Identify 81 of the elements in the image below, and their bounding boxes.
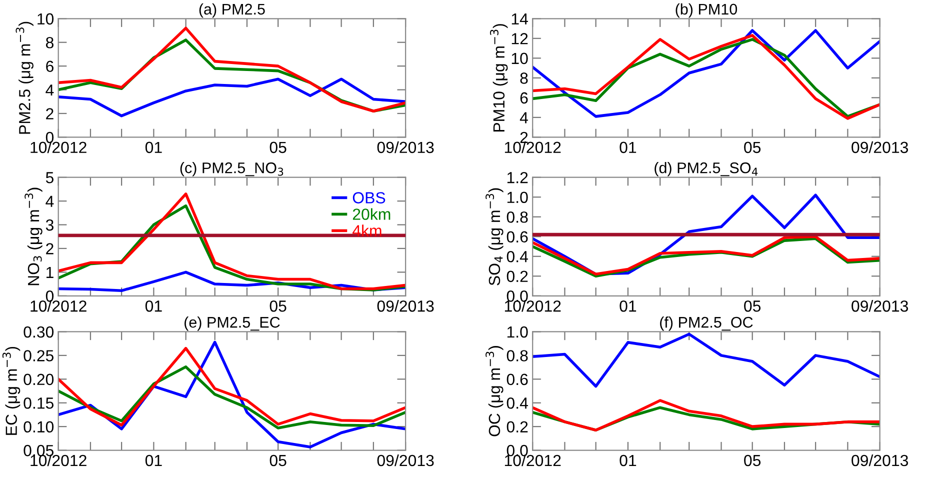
y-tick-label: 0 [46, 132, 54, 144]
y-tick-label: 0.4 [506, 397, 528, 409]
x-tick-label: 10/2012 [504, 454, 561, 466]
y-axis-title: OC (μg m$^{−3}$) [486, 346, 504, 436]
y-tick-label: 0.2 [506, 270, 528, 282]
x-tick-label: 05 [744, 300, 761, 312]
x-tick-label: 10/2012 [504, 141, 561, 154]
y-tick-label: 0.0 [506, 290, 528, 302]
chart-title: (a) PM2.5 [199, 3, 265, 18]
y-tick-label: 6 [520, 92, 528, 104]
y-tick-label: 2 [46, 108, 54, 120]
y-tick-label: 0.05 [24, 444, 54, 456]
y-tick-label: 4 [520, 112, 528, 124]
y-tick-label: 10 [38, 13, 54, 25]
y-tick-label: 0.6 [506, 231, 528, 243]
y-tick-label: 2 [46, 243, 54, 254]
y-tick-label: 10 [512, 52, 528, 64]
chart-title: (c) PM2.5_NO$_{3}$ [180, 162, 284, 176]
x-tick-label: 01 [620, 454, 636, 466]
y-tick-label: 3 [46, 219, 54, 231]
y-tick-label: 0.4 [506, 251, 528, 262]
chart-title: (b) PM10 [676, 3, 738, 18]
y-tick-label: 2 [520, 132, 528, 143]
line-series [58, 365, 406, 430]
y-tick-label: 8 [46, 36, 54, 48]
x-tick-label: 05 [744, 142, 761, 154]
y-tick-label: 4 [46, 196, 54, 207]
y-tick-label: 0.30 [24, 326, 54, 338]
y-tick-label: 1.0 [507, 326, 528, 338]
x-tick-label: 10/2012 [30, 141, 86, 154]
y-axis-title: SO$_{4}$ (μg m$^{−3}$) [486, 188, 504, 286]
x-tick-label: 05 [270, 454, 286, 466]
y-tick-label: 0.0 [506, 444, 528, 456]
y-tick-label: 0 [46, 290, 54, 302]
y-tick-label: 4 [46, 84, 54, 96]
x-tick-label: 09/2013 [852, 300, 908, 312]
y-axis-title: EC (μg m$^{−3}$) [2, 346, 20, 435]
y-tick-label: 0.6 [506, 374, 528, 386]
line-series [58, 78, 406, 118]
x-tick-label: 01 [145, 142, 162, 154]
legend-label: 20km [352, 208, 390, 220]
y-tick-label: 5 [46, 172, 54, 184]
y-tick-label: 0.8 [506, 350, 528, 362]
legend-label: 4km [352, 224, 382, 236]
x-tick-label: 09/2013 [852, 141, 908, 154]
x-tick-label: 01 [145, 300, 162, 312]
x-tick-label: 10/2012 [504, 300, 561, 312]
y-axis-title: PM10 (μg m$^{−3}$) [490, 24, 508, 132]
y-tick-label: 14 [512, 13, 528, 24]
x-tick-label: 09/2013 [377, 141, 434, 154]
y-axis-title: PM2.5 (μg m$^{−3}$) [16, 22, 34, 134]
y-tick-label: 0.10 [24, 421, 54, 433]
line-series [532, 399, 880, 432]
chart-title: (f) PM2.5_OC [660, 316, 753, 331]
y-tick-label: 8 [520, 72, 528, 84]
chart-title: (e) PM2.5_EC [184, 316, 280, 331]
x-tick-label: 09/2013 [852, 454, 908, 466]
x-tick-label: 05 [270, 300, 286, 312]
x-tick-label: 09/2013 [377, 454, 434, 466]
x-tick-label: 01 [620, 300, 636, 312]
y-tick-label: 1.2 [507, 172, 528, 184]
y-tick-label: 0.8 [506, 211, 528, 223]
y-tick-label: 0.2 [506, 421, 528, 433]
x-tick-label: 01 [620, 142, 636, 154]
x-tick-label: 01 [145, 454, 162, 466]
y-axis-title: NO$_{3}$ (μg m$^{−3}$) [24, 188, 42, 286]
y-tick-label: 6 [46, 60, 54, 72]
y-tick-label: 12 [512, 33, 528, 44]
x-tick-label: 10/2012 [30, 300, 86, 312]
x-tick-label: 05 [744, 454, 761, 466]
y-tick-label: 0.25 [24, 350, 54, 362]
y-tick-label: 0.15 [24, 397, 54, 409]
y-tick-label: 0.20 [24, 374, 54, 386]
y-tick-label: 1.0 [507, 192, 528, 204]
chart-title: (d) PM2.5_SO$_{4}$ [654, 162, 758, 176]
y-tick-label: 1 [46, 266, 54, 278]
x-tick-label: 10/2012 [30, 454, 86, 466]
legend-label: OBS [352, 192, 386, 204]
x-tick-label: 09/2013 [377, 300, 434, 312]
x-tick-label: 05 [270, 142, 286, 154]
line-series [58, 346, 406, 427]
